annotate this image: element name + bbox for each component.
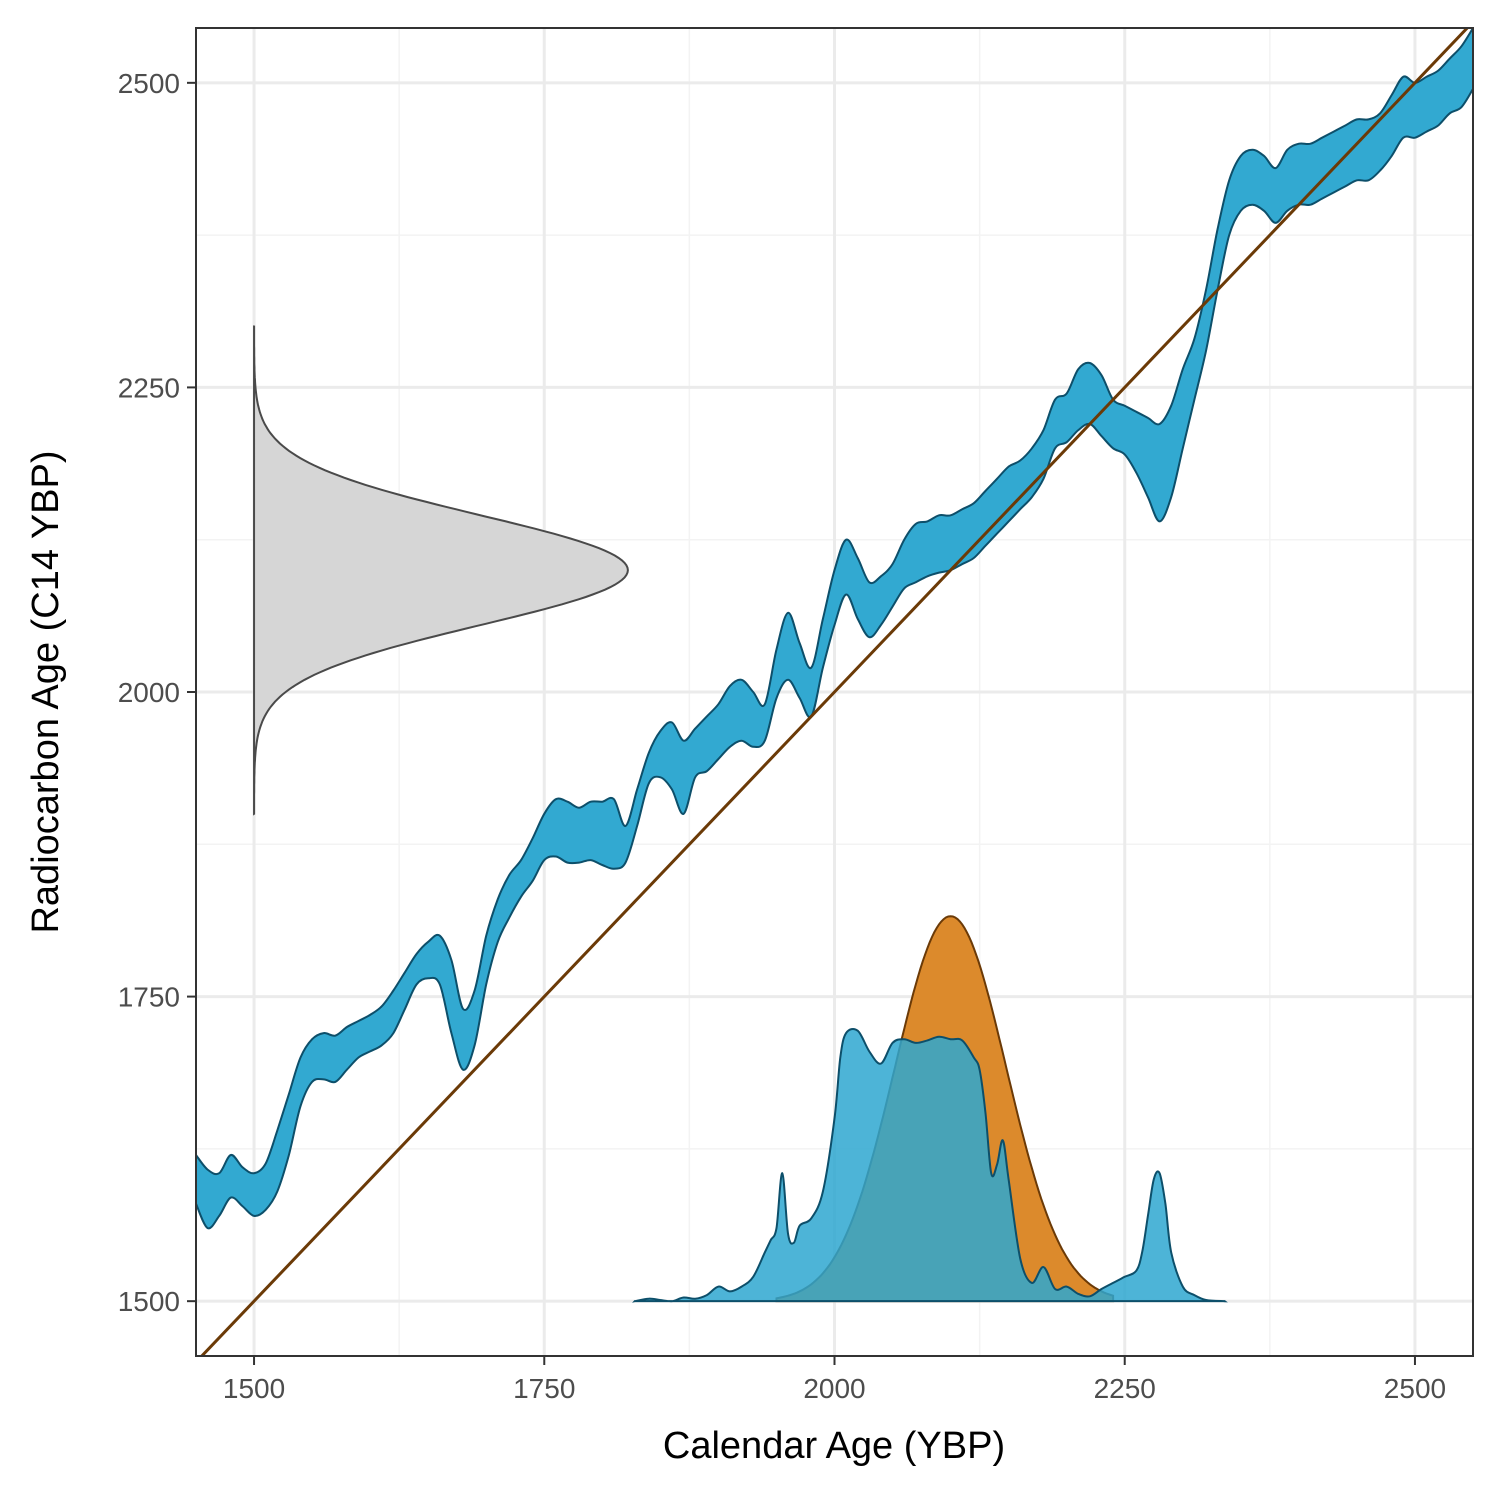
plot-area: [196, 28, 1473, 1356]
y-tick-label: 2250: [118, 372, 180, 403]
x-axis-title: Calendar Age (YBP): [663, 1425, 1005, 1467]
y-tick-label: 2000: [118, 677, 180, 708]
y-tick-label: 1750: [118, 982, 180, 1013]
x-tick-label: 1750: [513, 1373, 575, 1404]
y-axis-title: Radiocarbon Age (C14 YBP): [25, 450, 67, 933]
axis-ticks: 1500 1750 2000 2250 2500 1500 1750 2000 2250 2500: [118, 68, 1446, 1404]
x-tick-label: 2000: [803, 1373, 865, 1404]
x-tick-label: 2250: [1094, 1373, 1156, 1404]
calendar-density: [632, 1027, 1228, 1303]
x-tick-label: 2500: [1384, 1373, 1446, 1404]
radiocarbon-density: [253, 325, 629, 816]
x-tick-label: 1500: [223, 1373, 285, 1404]
identity-line: [199, 28, 1470, 1356]
y-tick-label: 2500: [118, 68, 180, 99]
calibration-band: [196, 28, 1473, 1230]
y-tick-label: 1500: [118, 1286, 180, 1317]
